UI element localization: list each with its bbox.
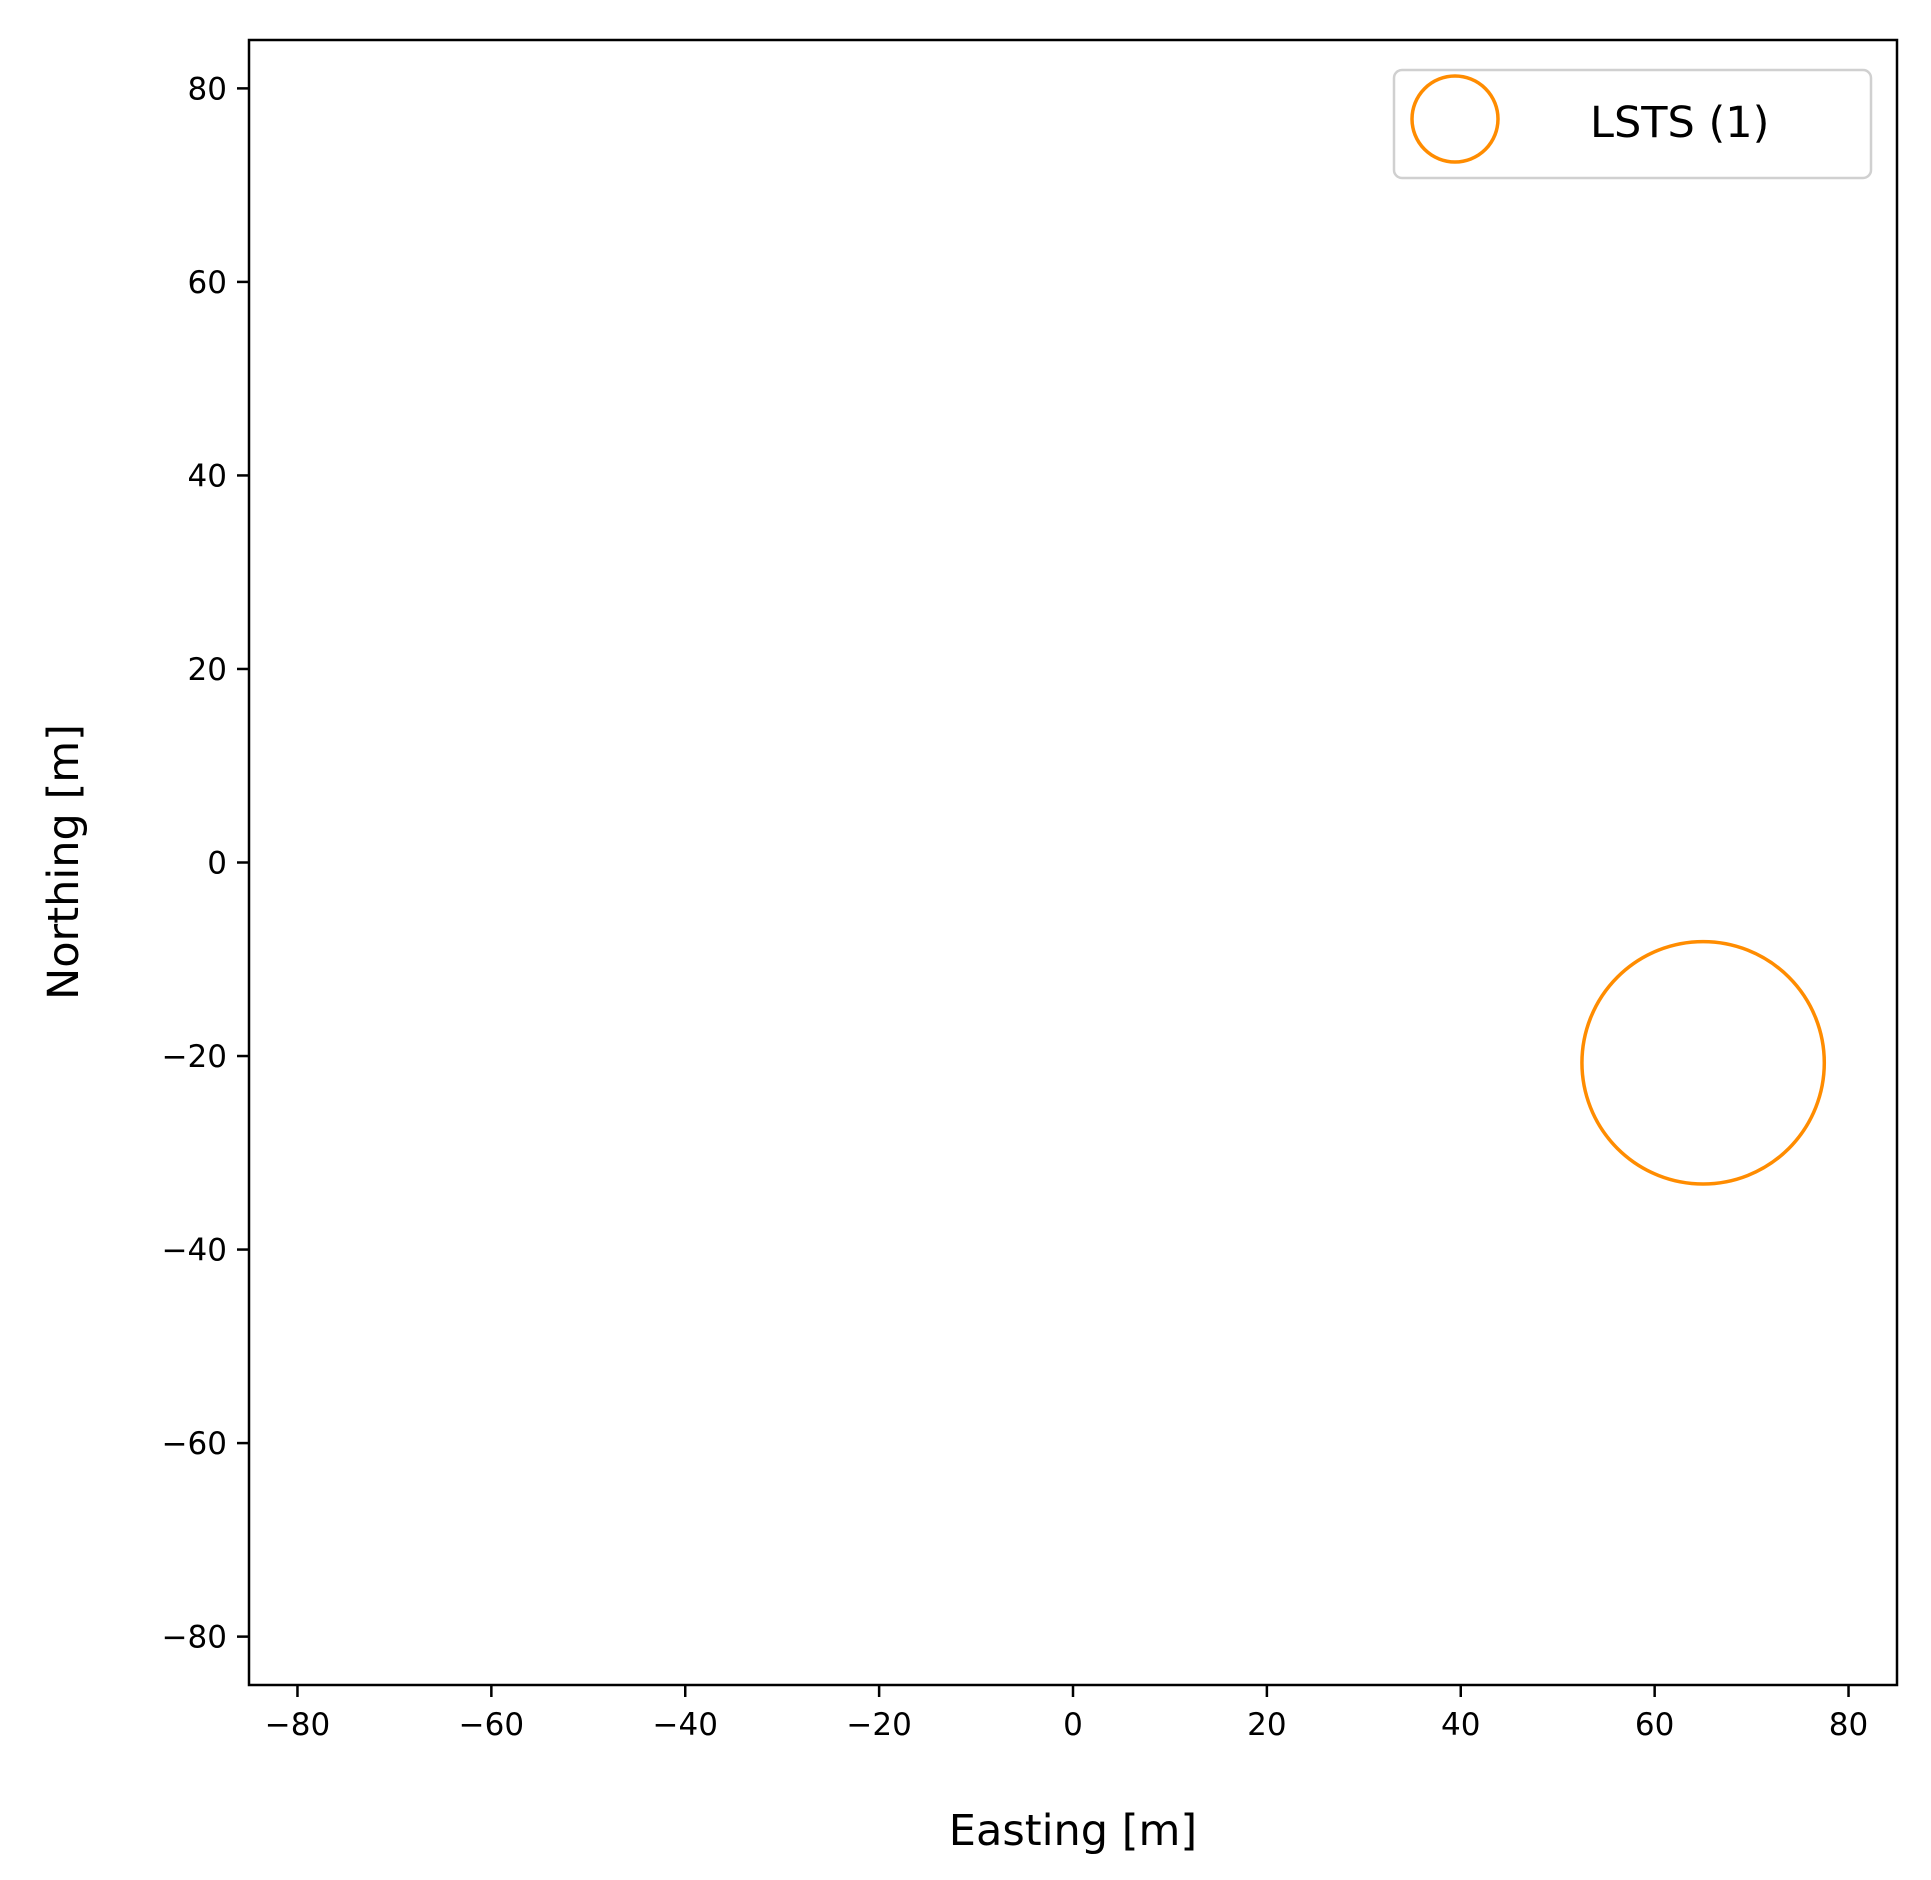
data-point-circle (1580, 939, 1827, 1186)
legend-box (1392, 68, 1873, 180)
x-tick-label: −20 (846, 1707, 911, 1743)
y-tick-label: −20 (162, 1039, 227, 1075)
plot-frame (247, 38, 1899, 1687)
y-tick-label: 80 (188, 71, 227, 107)
x-tick-label: 40 (1441, 1707, 1480, 1743)
x-tick-label: −40 (653, 1707, 718, 1743)
y-tick-label: 60 (188, 265, 227, 301)
y-tick-label: 20 (188, 652, 227, 688)
x-tick-label: −80 (265, 1707, 330, 1743)
x-axis-ticks: −80 −60 −40 −20 0 20 40 60 80 (265, 1685, 1868, 1743)
x-axis-label: Easting [m] (949, 1806, 1197, 1856)
y-tick-label: −60 (162, 1426, 227, 1462)
legend-entry-label: LSTS (1) (1590, 98, 1769, 148)
x-tick-label: 20 (1247, 1707, 1286, 1743)
y-tick-label: −40 (162, 1233, 227, 1269)
y-axis-ticks: −80 −60 −40 −20 0 20 40 60 80 (162, 71, 249, 1656)
y-tick-label: −80 (162, 1620, 227, 1656)
x-tick-label: 60 (1635, 1707, 1674, 1743)
data-marks (1580, 939, 1827, 1186)
x-tick-label: 0 (1063, 1707, 1083, 1743)
y-axis-label: Northing [m] (39, 724, 89, 1000)
x-tick-label: −60 (459, 1707, 524, 1743)
y-tick-label: 0 (207, 846, 227, 882)
legend: LSTS (1) (1392, 68, 1873, 180)
y-tick-label: 40 (188, 458, 227, 494)
x-tick-label: 80 (1829, 1707, 1868, 1743)
legend-marker-circle (1410, 74, 1500, 164)
